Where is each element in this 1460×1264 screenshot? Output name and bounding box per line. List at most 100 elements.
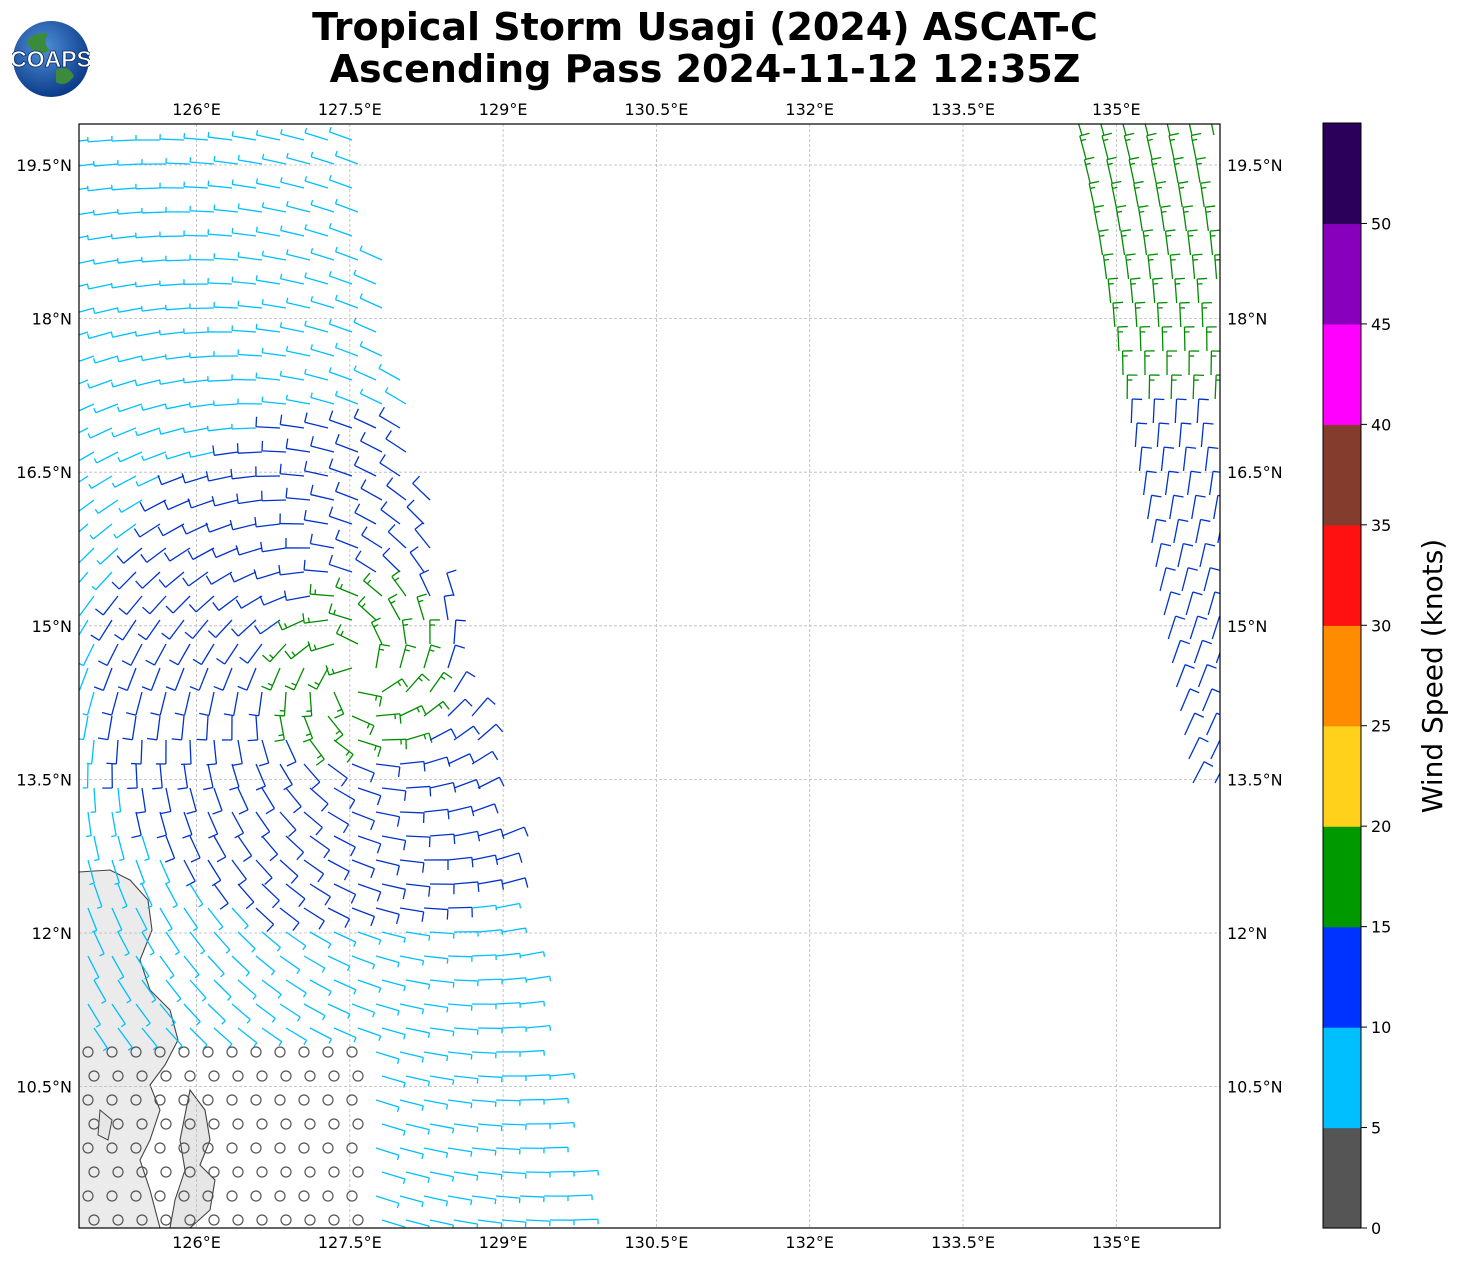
wind-barb — [328, 222, 353, 237]
wind-barb — [325, 665, 353, 676]
calm-wind-circle — [250, 1094, 262, 1106]
wind-barb — [1177, 542, 1194, 568]
wind-barb — [525, 1219, 551, 1227]
wind-barb — [261, 250, 287, 261]
calm-wind-circle — [136, 1166, 148, 1178]
wind-barb — [380, 501, 401, 525]
wind-barb — [387, 523, 407, 549]
wind-barb — [549, 1121, 575, 1128]
wind-barb — [1164, 470, 1179, 496]
wind-barb — [280, 128, 305, 141]
wind-barb — [111, 475, 137, 488]
colorbar-title: Wind Speed (knots) — [1416, 539, 1449, 813]
wind-barb — [1160, 205, 1171, 232]
wind-barb — [164, 403, 191, 410]
wind-barb — [1209, 229, 1220, 256]
wind-barb — [1168, 132, 1179, 160]
wind-barb — [92, 259, 119, 265]
wind-barb — [189, 157, 215, 165]
calm-wind-circle — [304, 1166, 316, 1178]
wind-barb — [351, 763, 375, 783]
wind-barb — [471, 1195, 497, 1205]
wind-barb — [247, 715, 259, 742]
wind-barb — [1130, 398, 1143, 424]
wind-barb — [381, 1027, 406, 1040]
wind-barb — [248, 691, 263, 717]
wind-barb — [495, 1147, 521, 1155]
calm-wind-circle — [274, 1094, 286, 1106]
wind-barb — [447, 955, 473, 962]
wind-barb — [1133, 180, 1144, 208]
wind-barb — [375, 955, 400, 968]
wind-barb — [117, 979, 132, 1004]
wind-barb — [399, 1003, 425, 1015]
wind-barb — [187, 498, 215, 509]
lon-tick-label-top: 127.5°E — [318, 100, 382, 119]
wind-barb — [183, 955, 200, 979]
wind-barb — [79, 259, 95, 264]
wind-barb — [87, 907, 98, 933]
wind-barb — [183, 230, 209, 237]
wind-barb — [93, 1027, 108, 1052]
wind-barb — [141, 883, 153, 909]
wind-barb — [1215, 650, 1220, 664]
wind-barb — [158, 571, 185, 588]
wind-barb — [134, 379, 161, 387]
wind-barb — [261, 883, 280, 909]
wind-barb — [447, 1099, 473, 1109]
wind-barb — [183, 133, 209, 141]
wind-barb — [1083, 156, 1095, 184]
lat-tick-label-right: 12°N — [1227, 924, 1267, 943]
wind-barb — [177, 763, 189, 790]
wind-barb — [187, 547, 215, 561]
wind-barb — [141, 207, 167, 214]
wind-barb — [213, 883, 229, 910]
wind-barb — [384, 387, 407, 405]
wind-barb — [1160, 446, 1175, 472]
wind-barb — [134, 331, 161, 337]
wind-barb — [1189, 615, 1208, 640]
wind-barb — [285, 739, 297, 767]
wind-barb — [213, 253, 239, 261]
wind-barb — [423, 1051, 449, 1062]
wind-barb — [213, 667, 233, 691]
wind-barb — [1077, 124, 1083, 136]
wind-barb — [165, 931, 180, 956]
wind-barb — [447, 1003, 473, 1011]
calm-wind-circle — [250, 1046, 262, 1058]
calm-wind-circle — [154, 1190, 166, 1202]
wind-barb — [180, 739, 192, 766]
wind-barb — [231, 423, 257, 430]
calm-wind-circle — [304, 1118, 316, 1130]
wind-barb — [525, 975, 552, 982]
colorbar-tick-label: 50 — [1371, 214, 1391, 233]
wind-barb — [495, 852, 523, 863]
lon-tick-label-bottom: 135°E — [1092, 1233, 1141, 1252]
calm-wind-circle — [178, 1190, 190, 1202]
wind-barb — [131, 811, 142, 839]
wind-barb — [405, 732, 433, 743]
wind-barb — [285, 979, 307, 998]
colorbar-tick-label: 30 — [1371, 616, 1391, 635]
wind-barb — [135, 955, 150, 980]
wind-barb — [1182, 205, 1194, 232]
wind-barb — [261, 979, 282, 999]
wind-barb — [189, 352, 215, 359]
wind-barb — [1156, 301, 1168, 328]
wind-barb — [285, 787, 302, 814]
calm-wind-circle — [208, 1070, 220, 1082]
colorbar-bin — [1323, 424, 1361, 526]
wind-barb — [260, 541, 287, 553]
calm-wind-circle — [256, 1166, 268, 1178]
wind-barb — [351, 715, 375, 736]
wind-barb — [385, 430, 407, 453]
wind-barb — [182, 377, 209, 384]
wind-barb — [102, 763, 113, 789]
colorbar-tick-label: 35 — [1371, 516, 1391, 535]
wind-barb — [429, 1123, 455, 1134]
calm-wind-circle — [136, 1214, 148, 1226]
wind-barb — [157, 475, 185, 486]
wind-barb — [145, 643, 167, 666]
wind-barb — [1100, 124, 1105, 136]
